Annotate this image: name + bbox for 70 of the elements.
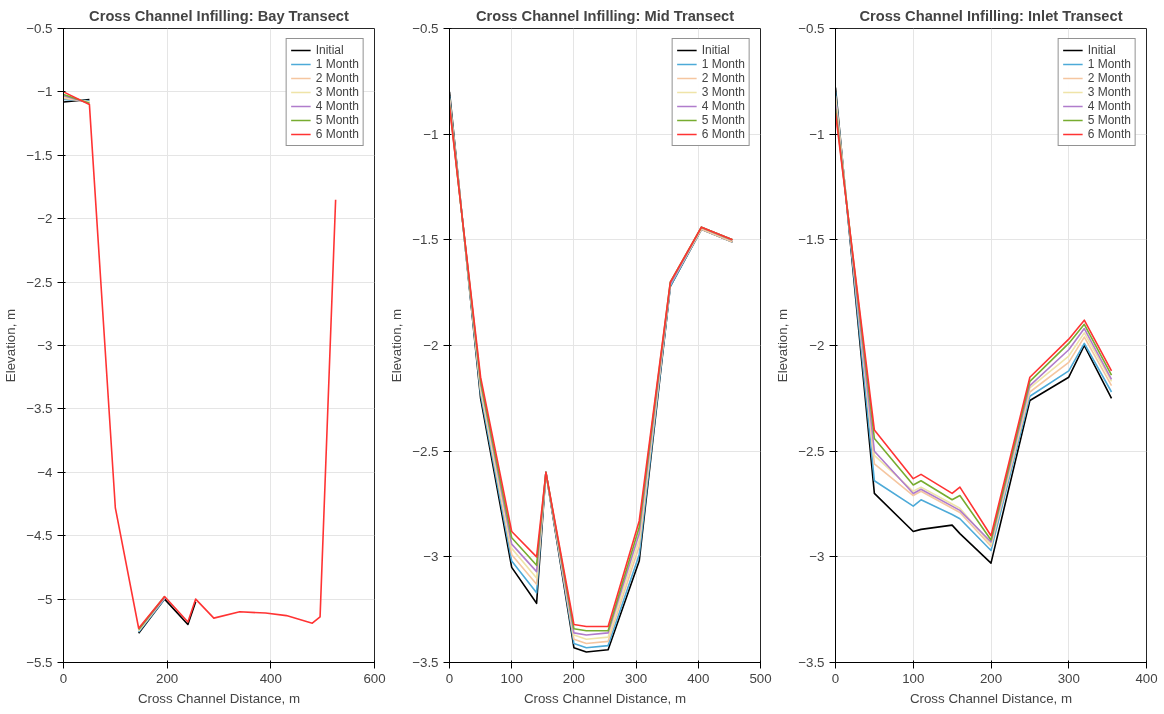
legend-label: 1 Month — [1087, 57, 1131, 71]
legend-label: 3 Month — [701, 85, 745, 99]
y-tick-label: −4 — [37, 464, 54, 480]
legend-label: 1 Month — [701, 57, 745, 71]
legend-label: 5 Month — [1087, 113, 1131, 127]
y-tick-label: −3.5 — [798, 655, 825, 670]
x-tick-label: 200 — [562, 670, 586, 686]
legend-label: 2 Month — [1087, 71, 1131, 85]
x-tick-label: 200 — [979, 670, 1003, 686]
legend-label: 2 Month — [701, 71, 745, 85]
y-tick-label: −3 — [37, 338, 53, 353]
x-tick-label: 0 — [831, 670, 840, 686]
y-tick-label: −2 — [423, 338, 439, 353]
legend-label: 4 Month — [315, 99, 359, 113]
legend-label: 6 Month — [1087, 127, 1131, 141]
y-axis-title: Elevation, m — [3, 308, 19, 383]
legend-label: Initial — [1087, 43, 1116, 57]
legend-label: 3 Month — [1087, 85, 1131, 99]
y-tick-label: −5.5 — [26, 655, 53, 670]
legend-label: 3 Month — [315, 85, 359, 99]
legend-label: 1 Month — [315, 57, 359, 71]
y-tick-label: −2.5 — [798, 443, 825, 459]
y-tick-label: −1 — [37, 84, 53, 100]
y-tick-label: −0.5 — [798, 21, 825, 36]
y-tick-label: −1.5 — [26, 147, 53, 163]
x-axis-title: Cross Channel Distance, m — [523, 690, 687, 706]
y-tick-label: −3 — [423, 549, 439, 565]
x-axis-title: Cross Channel Distance, m — [909, 690, 1073, 706]
y-tick-label: −1 — [423, 126, 439, 142]
legend-label: 6 Month — [315, 127, 359, 141]
legend-label: 2 Month — [315, 71, 359, 85]
y-tick-label: −3 — [809, 549, 825, 565]
x-tick-label: 0 — [445, 670, 454, 686]
x-tick-label: 200 — [156, 670, 179, 686]
y-tick-label: −1 — [809, 126, 825, 142]
x-tick-label: 300 — [624, 670, 648, 686]
x-tick-label: 400 — [259, 670, 282, 686]
legend-label: 4 Month — [1087, 99, 1131, 113]
legend-label: Initial — [315, 43, 344, 57]
y-tick-label: −2.5 — [26, 274, 53, 290]
y-axis-title: Elevation, m — [775, 308, 791, 383]
x-tick-label: 400 — [1135, 670, 1158, 686]
y-tick-label: −1.5 — [412, 232, 439, 248]
x-tick-label: 600 — [363, 670, 386, 686]
chart-title: Cross Channel Infilling: Inlet Transect — [859, 7, 1123, 24]
legend-label: Initial — [701, 43, 730, 57]
chart-title: Cross Channel Infilling: Bay Transect — [89, 7, 350, 24]
y-tick-label: −1.5 — [798, 232, 825, 248]
y-tick-label: −2.5 — [412, 443, 439, 459]
y-tick-label: −3.5 — [26, 401, 53, 417]
y-tick-label: −2 — [809, 338, 825, 353]
x-tick-label: 400 — [687, 670, 710, 686]
y-tick-label: −0.5 — [412, 21, 439, 36]
y-tick-label: −5 — [37, 591, 53, 607]
y-tick-label: −3.5 — [412, 655, 439, 670]
x-tick-label: 100 — [902, 670, 925, 686]
x-axis-title: Cross Channel Distance, m — [137, 690, 301, 706]
x-tick-label: 100 — [500, 670, 523, 686]
legend-label: 5 Month — [315, 113, 359, 127]
chart-title: Cross Channel Infilling: Mid Transect — [475, 7, 735, 24]
legend-label: 4 Month — [701, 99, 745, 113]
legend-label: 5 Month — [701, 113, 745, 127]
x-tick-label: 0 — [59, 670, 68, 686]
y-tick-label: −4.5 — [26, 528, 53, 544]
x-tick-label: 500 — [749, 670, 772, 686]
x-tick-label: 300 — [1057, 670, 1080, 686]
y-tick-label: −0.5 — [26, 21, 53, 36]
y-axis-title: Elevation, m — [389, 308, 405, 383]
y-tick-label: −2 — [37, 211, 53, 227]
legend-label: 6 Month — [701, 127, 745, 141]
